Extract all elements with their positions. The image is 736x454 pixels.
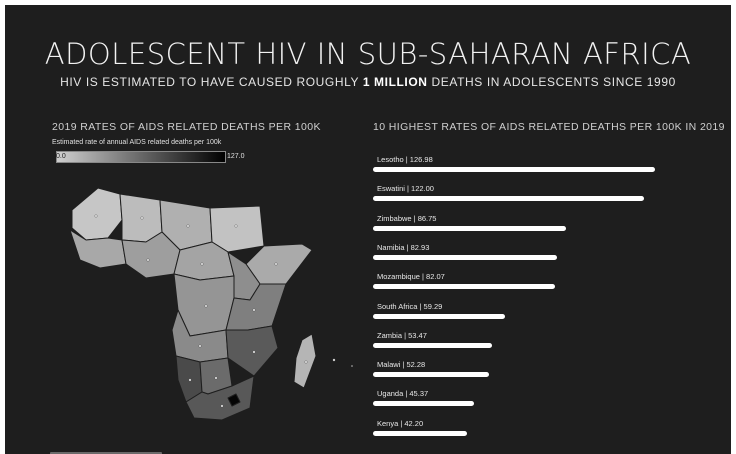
bar[interactable] <box>373 167 655 172</box>
bar[interactable] <box>373 254 558 260</box>
legend-min: 0.0 <box>56 153 66 160</box>
bar[interactable] <box>373 342 492 348</box>
map-marker <box>146 258 150 262</box>
map-marker <box>94 214 98 218</box>
map-marker <box>198 344 202 348</box>
map-marker <box>351 364 354 367</box>
bar[interactable] <box>373 372 490 378</box>
bar-label: Mozambique | 82.07 <box>377 272 445 282</box>
bar[interactable] <box>373 196 644 202</box>
subtitle-prefix: HIV IS ESTIMATED TO HAVE CAUSED ROUGHLY <box>60 75 363 89</box>
bar-label: Zimbabwe | 86.75 <box>377 213 437 223</box>
map-title: 2019 RATES OF AIDS RELATED DEATHS PER 10… <box>52 121 321 133</box>
subtitle-highlight: 1 MILLION <box>362 75 428 89</box>
map-marker <box>188 378 192 382</box>
bar-chart-title: 10 HIGHEST RATES OF AIDS RELATED DEATHS … <box>373 121 725 133</box>
map-marker <box>200 262 204 266</box>
map-marker <box>252 350 256 354</box>
map-marker <box>220 404 224 408</box>
page-title: ADOLESCENT HIV IN SUB-SAHARAN AFRICA <box>44 37 692 71</box>
bar-label: Namibia | 82.93 <box>377 242 430 252</box>
bar-label: Eswatini | 122.00 <box>377 184 434 194</box>
legend-title: Estimated rate of annual AIDS related de… <box>52 139 222 146</box>
map-region-madagascar[interactable] <box>293 333 317 389</box>
page-subtitle: HIV IS ESTIMATED TO HAVE CAUSED ROUGHLY … <box>5 75 731 89</box>
map-region-northeast[interactable] <box>209 205 265 253</box>
bar[interactable] <box>373 313 505 319</box>
bar-label: Lesotho | 126.98 <box>377 155 433 164</box>
map-marker <box>234 224 238 228</box>
bar-label: Uganda | 45.37 <box>377 389 429 399</box>
map-marker <box>252 308 256 312</box>
map-region-lesotho[interactable] <box>227 393 241 407</box>
map-marker <box>274 262 278 266</box>
bar[interactable] <box>373 430 467 436</box>
map-region-northwest[interactable] <box>71 187 123 241</box>
bar-label: Kenya | 42.20 <box>377 418 424 428</box>
map-marker <box>304 360 308 364</box>
bar-label: Malawi | 52.28 <box>377 360 426 370</box>
map-region-southeast[interactable] <box>225 325 279 377</box>
map-marker <box>186 224 190 228</box>
map-marker <box>214 376 218 380</box>
dashboard: ADOLESCENT HIV IN SUB-SAHARAN AFRICA HIV… <box>5 5 731 454</box>
bar-label: South Africa | 59.29 <box>377 301 443 311</box>
map-marker <box>204 304 208 308</box>
bar[interactable] <box>373 284 556 290</box>
map-marker <box>140 216 144 220</box>
legend-max: 127.0 <box>227 153 245 160</box>
map-marker <box>332 358 336 362</box>
africa-map[interactable] <box>50 180 370 420</box>
bar[interactable] <box>373 401 474 407</box>
footer-credit <box>50 452 162 454</box>
legend-gradient <box>56 151 226 163</box>
bar[interactable] <box>373 225 566 231</box>
subtitle-suffix: DEATHS IN ADOLESCENTS SINCE 1990 <box>427 75 676 89</box>
bar-label: Zambia | 53.47 <box>377 330 427 340</box>
map-region-south-africa[interactable] <box>185 375 255 420</box>
